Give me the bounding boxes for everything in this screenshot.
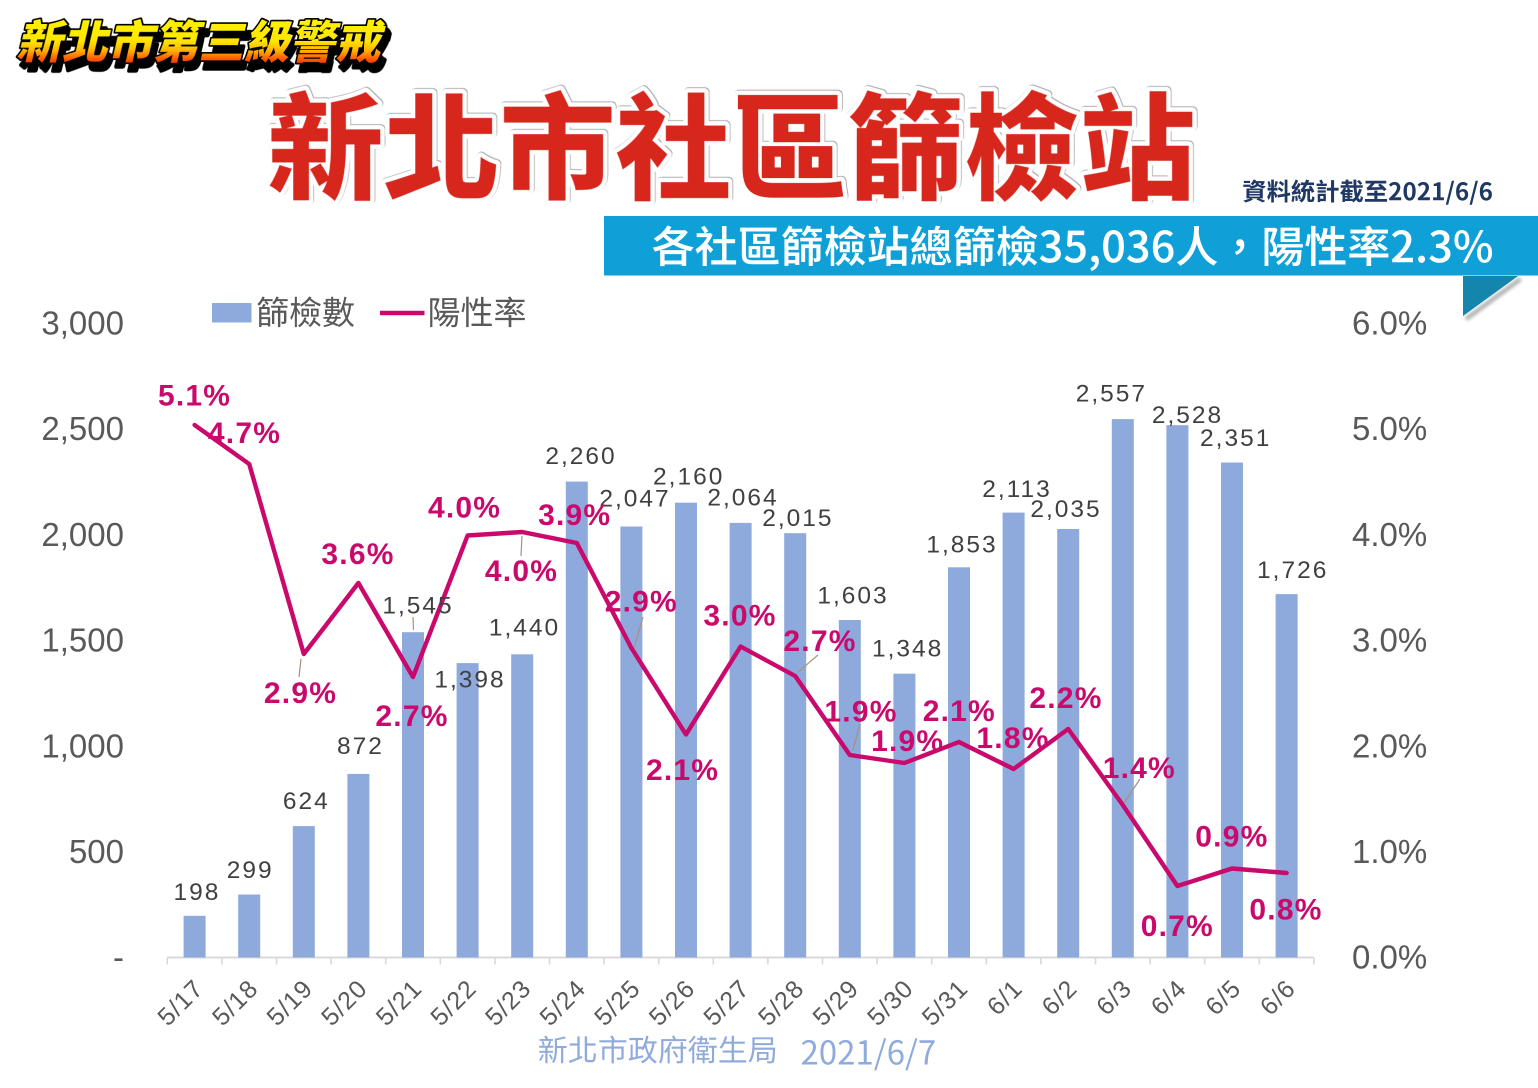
svg-text:2.7%: 2.7% bbox=[375, 700, 448, 733]
svg-text:4.0%: 4.0% bbox=[1352, 516, 1427, 553]
svg-text:299: 299 bbox=[227, 857, 274, 884]
svg-text:1,348: 1,348 bbox=[872, 636, 943, 663]
svg-text:6/6: 6/6 bbox=[1255, 974, 1302, 1021]
svg-text:5/22: 5/22 bbox=[425, 974, 482, 1031]
svg-text:2,160: 2,160 bbox=[653, 463, 724, 490]
svg-text:5/18: 5/18 bbox=[207, 974, 264, 1031]
svg-text:624: 624 bbox=[283, 788, 330, 815]
svg-text:2.9%: 2.9% bbox=[264, 677, 337, 710]
svg-text:1,000: 1,000 bbox=[41, 727, 124, 764]
svg-text:2,351: 2,351 bbox=[1200, 425, 1271, 452]
svg-text:5/29: 5/29 bbox=[807, 974, 864, 1031]
svg-text:1.0%: 1.0% bbox=[1352, 833, 1427, 870]
svg-text:500: 500 bbox=[69, 833, 124, 870]
svg-text:1,726: 1,726 bbox=[1257, 557, 1328, 584]
svg-text:3,000: 3,000 bbox=[41, 305, 124, 342]
svg-text:1,853: 1,853 bbox=[926, 531, 997, 558]
svg-text:3.0%: 3.0% bbox=[1352, 622, 1427, 659]
svg-text:198: 198 bbox=[173, 879, 220, 906]
svg-text:4.0%: 4.0% bbox=[485, 555, 558, 588]
svg-text:0.8%: 0.8% bbox=[1249, 894, 1322, 927]
svg-text:1,500: 1,500 bbox=[41, 622, 124, 659]
svg-text:2,528: 2,528 bbox=[1152, 402, 1223, 429]
svg-text:1.8%: 1.8% bbox=[976, 722, 1049, 755]
svg-text:5/28: 5/28 bbox=[753, 974, 810, 1031]
svg-text:5/31: 5/31 bbox=[917, 974, 974, 1031]
svg-text:2,047: 2,047 bbox=[599, 486, 670, 513]
svg-text:2,557: 2,557 bbox=[1076, 381, 1147, 408]
svg-text:5/24: 5/24 bbox=[534, 974, 591, 1031]
svg-text:0.7%: 0.7% bbox=[1141, 910, 1214, 943]
svg-text:2.0%: 2.0% bbox=[1352, 727, 1427, 764]
svg-text:5/27: 5/27 bbox=[698, 974, 755, 1031]
svg-text:2.1%: 2.1% bbox=[923, 695, 996, 728]
svg-text:5/21: 5/21 bbox=[371, 974, 428, 1031]
svg-text:2,035: 2,035 bbox=[1030, 496, 1101, 523]
svg-text:6/1: 6/1 bbox=[982, 974, 1029, 1021]
svg-text:2,260: 2,260 bbox=[545, 443, 616, 470]
svg-text:6/3: 6/3 bbox=[1091, 974, 1138, 1021]
svg-text:2.7%: 2.7% bbox=[783, 625, 856, 658]
svg-text:6/2: 6/2 bbox=[1036, 974, 1083, 1021]
svg-text:2,500: 2,500 bbox=[41, 410, 124, 447]
svg-text:3.9%: 3.9% bbox=[538, 499, 611, 532]
svg-text:2,015: 2,015 bbox=[762, 505, 833, 532]
svg-text:5.1%: 5.1% bbox=[158, 380, 231, 413]
svg-text:6/4: 6/4 bbox=[1146, 974, 1193, 1021]
svg-text:5.0%: 5.0% bbox=[1352, 410, 1427, 447]
svg-text:2,113: 2,113 bbox=[982, 476, 1052, 503]
svg-text:5/25: 5/25 bbox=[589, 974, 646, 1031]
svg-text:2.1%: 2.1% bbox=[646, 754, 719, 787]
svg-text:1.9%: 1.9% bbox=[871, 725, 944, 758]
svg-text:2.2%: 2.2% bbox=[1029, 682, 1102, 715]
svg-text:5/19: 5/19 bbox=[261, 974, 318, 1031]
svg-text:2,064: 2,064 bbox=[707, 484, 778, 511]
svg-text:2.9%: 2.9% bbox=[605, 586, 678, 619]
svg-text:1,440: 1,440 bbox=[489, 614, 560, 641]
svg-text:5/17: 5/17 bbox=[152, 974, 209, 1031]
svg-text:5/30: 5/30 bbox=[862, 974, 919, 1031]
svg-text:3.6%: 3.6% bbox=[321, 538, 394, 571]
svg-text:5/23: 5/23 bbox=[480, 974, 537, 1031]
svg-text:4.0%: 4.0% bbox=[428, 491, 501, 524]
svg-text:1.9%: 1.9% bbox=[824, 695, 897, 728]
svg-text:1.4%: 1.4% bbox=[1103, 752, 1176, 785]
svg-text:4.7%: 4.7% bbox=[208, 417, 281, 450]
svg-text:6.0%: 6.0% bbox=[1352, 305, 1427, 342]
svg-text:0.0%: 0.0% bbox=[1352, 939, 1427, 976]
svg-text:1,398: 1,398 bbox=[434, 666, 505, 693]
svg-text:3.0%: 3.0% bbox=[703, 600, 776, 633]
svg-text:1,603: 1,603 bbox=[817, 583, 888, 610]
svg-text:6/5: 6/5 bbox=[1200, 974, 1247, 1021]
svg-text:-: - bbox=[113, 939, 124, 976]
svg-text:872: 872 bbox=[337, 733, 384, 760]
svg-text:2,000: 2,000 bbox=[41, 516, 124, 553]
svg-text:5/26: 5/26 bbox=[644, 974, 701, 1031]
svg-text:0.9%: 0.9% bbox=[1195, 821, 1268, 854]
svg-text:1,545: 1,545 bbox=[382, 593, 453, 620]
svg-text:5/20: 5/20 bbox=[316, 974, 373, 1031]
